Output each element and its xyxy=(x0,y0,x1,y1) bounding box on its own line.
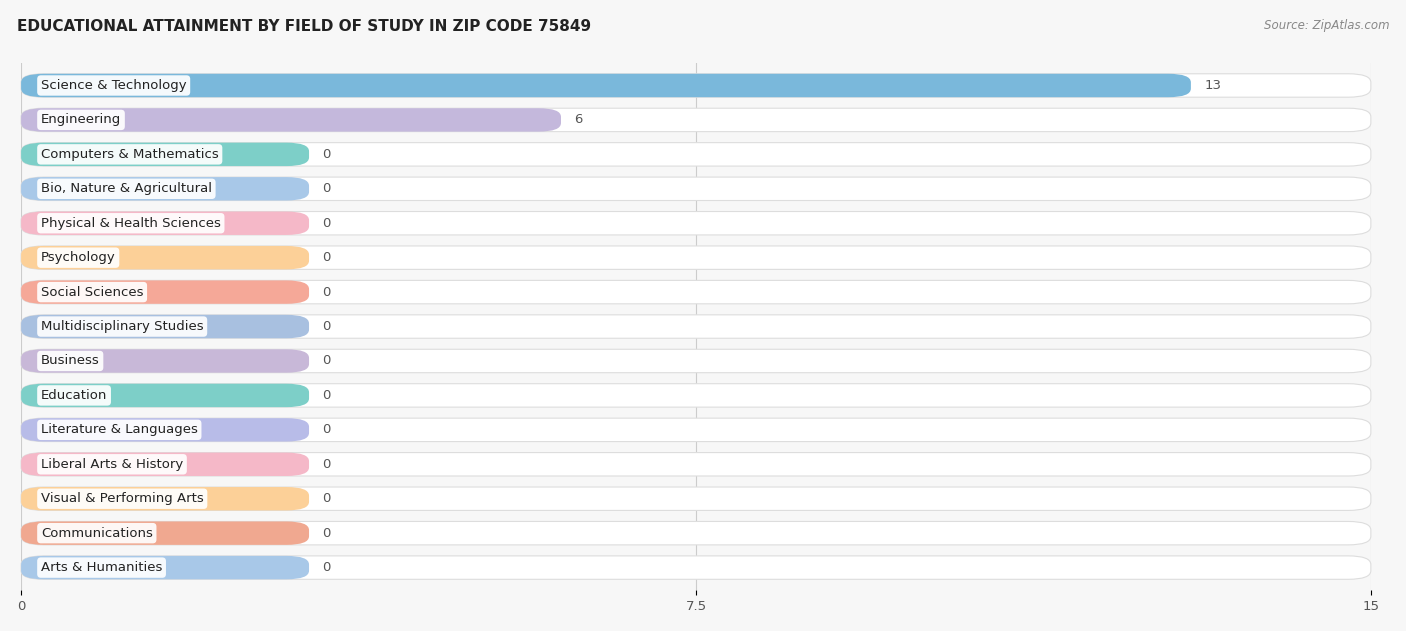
FancyBboxPatch shape xyxy=(21,315,309,338)
FancyBboxPatch shape xyxy=(21,452,1371,476)
FancyBboxPatch shape xyxy=(21,556,1371,579)
Text: 13: 13 xyxy=(1205,79,1222,92)
Text: 0: 0 xyxy=(322,182,330,196)
FancyBboxPatch shape xyxy=(21,556,309,579)
FancyBboxPatch shape xyxy=(21,108,561,132)
FancyBboxPatch shape xyxy=(21,350,309,373)
Text: 0: 0 xyxy=(322,527,330,540)
FancyBboxPatch shape xyxy=(21,177,1371,201)
Text: Arts & Humanities: Arts & Humanities xyxy=(41,561,162,574)
Text: 0: 0 xyxy=(322,423,330,437)
FancyBboxPatch shape xyxy=(21,315,1371,338)
Text: Bio, Nature & Agricultural: Bio, Nature & Agricultural xyxy=(41,182,212,196)
Text: Education: Education xyxy=(41,389,107,402)
Text: 0: 0 xyxy=(322,216,330,230)
Text: 0: 0 xyxy=(322,251,330,264)
Text: Communications: Communications xyxy=(41,527,153,540)
FancyBboxPatch shape xyxy=(21,487,1371,510)
Text: 0: 0 xyxy=(322,389,330,402)
Text: Science & Technology: Science & Technology xyxy=(41,79,187,92)
FancyBboxPatch shape xyxy=(21,280,1371,304)
Text: 0: 0 xyxy=(322,286,330,298)
Text: 0: 0 xyxy=(322,561,330,574)
Text: 0: 0 xyxy=(322,457,330,471)
Text: EDUCATIONAL ATTAINMENT BY FIELD OF STUDY IN ZIP CODE 75849: EDUCATIONAL ATTAINMENT BY FIELD OF STUDY… xyxy=(17,19,591,34)
FancyBboxPatch shape xyxy=(21,177,309,201)
Text: Source: ZipAtlas.com: Source: ZipAtlas.com xyxy=(1264,19,1389,32)
Text: Social Sciences: Social Sciences xyxy=(41,286,143,298)
FancyBboxPatch shape xyxy=(21,521,309,545)
FancyBboxPatch shape xyxy=(21,487,309,510)
FancyBboxPatch shape xyxy=(21,418,309,442)
FancyBboxPatch shape xyxy=(21,108,1371,132)
Text: 0: 0 xyxy=(322,355,330,367)
FancyBboxPatch shape xyxy=(21,211,1371,235)
FancyBboxPatch shape xyxy=(21,246,309,269)
FancyBboxPatch shape xyxy=(21,211,309,235)
Text: Computers & Mathematics: Computers & Mathematics xyxy=(41,148,219,161)
Text: 0: 0 xyxy=(322,492,330,505)
Text: 0: 0 xyxy=(322,320,330,333)
FancyBboxPatch shape xyxy=(21,384,1371,407)
FancyBboxPatch shape xyxy=(21,143,309,166)
FancyBboxPatch shape xyxy=(21,452,309,476)
Text: Multidisciplinary Studies: Multidisciplinary Studies xyxy=(41,320,204,333)
Text: 6: 6 xyxy=(575,114,583,126)
FancyBboxPatch shape xyxy=(21,418,1371,442)
Text: Business: Business xyxy=(41,355,100,367)
Text: 0: 0 xyxy=(322,148,330,161)
Text: Engineering: Engineering xyxy=(41,114,121,126)
FancyBboxPatch shape xyxy=(21,521,1371,545)
Text: Physical & Health Sciences: Physical & Health Sciences xyxy=(41,216,221,230)
FancyBboxPatch shape xyxy=(21,246,1371,269)
FancyBboxPatch shape xyxy=(21,384,309,407)
FancyBboxPatch shape xyxy=(21,74,1371,97)
FancyBboxPatch shape xyxy=(21,280,309,304)
Text: Psychology: Psychology xyxy=(41,251,115,264)
FancyBboxPatch shape xyxy=(21,74,1191,97)
Text: Literature & Languages: Literature & Languages xyxy=(41,423,198,437)
Text: Visual & Performing Arts: Visual & Performing Arts xyxy=(41,492,204,505)
FancyBboxPatch shape xyxy=(21,350,1371,373)
Text: Liberal Arts & History: Liberal Arts & History xyxy=(41,457,183,471)
FancyBboxPatch shape xyxy=(21,143,1371,166)
